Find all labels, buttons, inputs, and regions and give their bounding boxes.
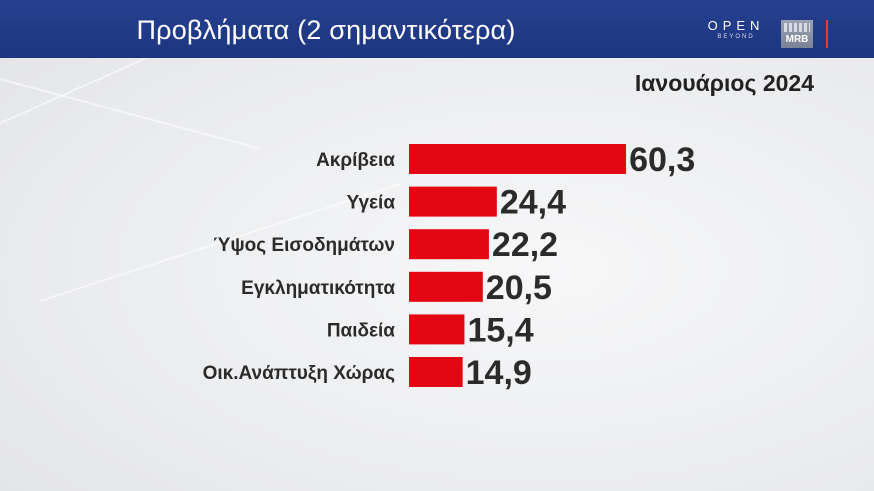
category-label: Εγκληματικότητα bbox=[241, 278, 395, 299]
bar bbox=[409, 186, 497, 217]
category-label: Οικ.Ανάπτυξη Χώρας bbox=[203, 363, 396, 384]
chart-period-label: Ιανουάριος 2024 bbox=[634, 70, 814, 96]
header-bar: Προβλήματα (2 σημαντικότερα) OPEN BEYOND… bbox=[0, 0, 874, 58]
data-label: 14,9 bbox=[466, 354, 532, 392]
data-label: 60,3 bbox=[629, 141, 695, 179]
bar bbox=[409, 144, 627, 174]
data-label: 22,2 bbox=[492, 226, 558, 264]
mrb-logo-text: MRB bbox=[785, 34, 809, 45]
category-label: Υγεία bbox=[347, 193, 396, 214]
mrb-logo: MRB bbox=[781, 20, 813, 48]
data-label: 20,5 bbox=[486, 269, 552, 307]
beyond-logo-text: BEYOND bbox=[717, 34, 755, 40]
bar bbox=[409, 314, 465, 345]
bar bbox=[409, 229, 489, 260]
page-title: Προβλήματα (2 σημαντικότερα) bbox=[136, 15, 516, 45]
bar bbox=[409, 271, 483, 302]
open-beyond-logo: OPEN BEYOND bbox=[700, 19, 772, 42]
open-logo-text: OPEN bbox=[707, 18, 765, 33]
mrb-logo-bars bbox=[784, 23, 810, 32]
bar bbox=[409, 357, 463, 387]
header-divider bbox=[826, 20, 828, 48]
data-label: 24,4 bbox=[500, 184, 566, 222]
category-label: Ύψος Εισοδημάτων bbox=[213, 235, 395, 256]
category-label: Ακρίβεια bbox=[316, 150, 395, 171]
data-label: 15,4 bbox=[467, 311, 533, 349]
category-label: Παιδεία bbox=[327, 320, 395, 341]
